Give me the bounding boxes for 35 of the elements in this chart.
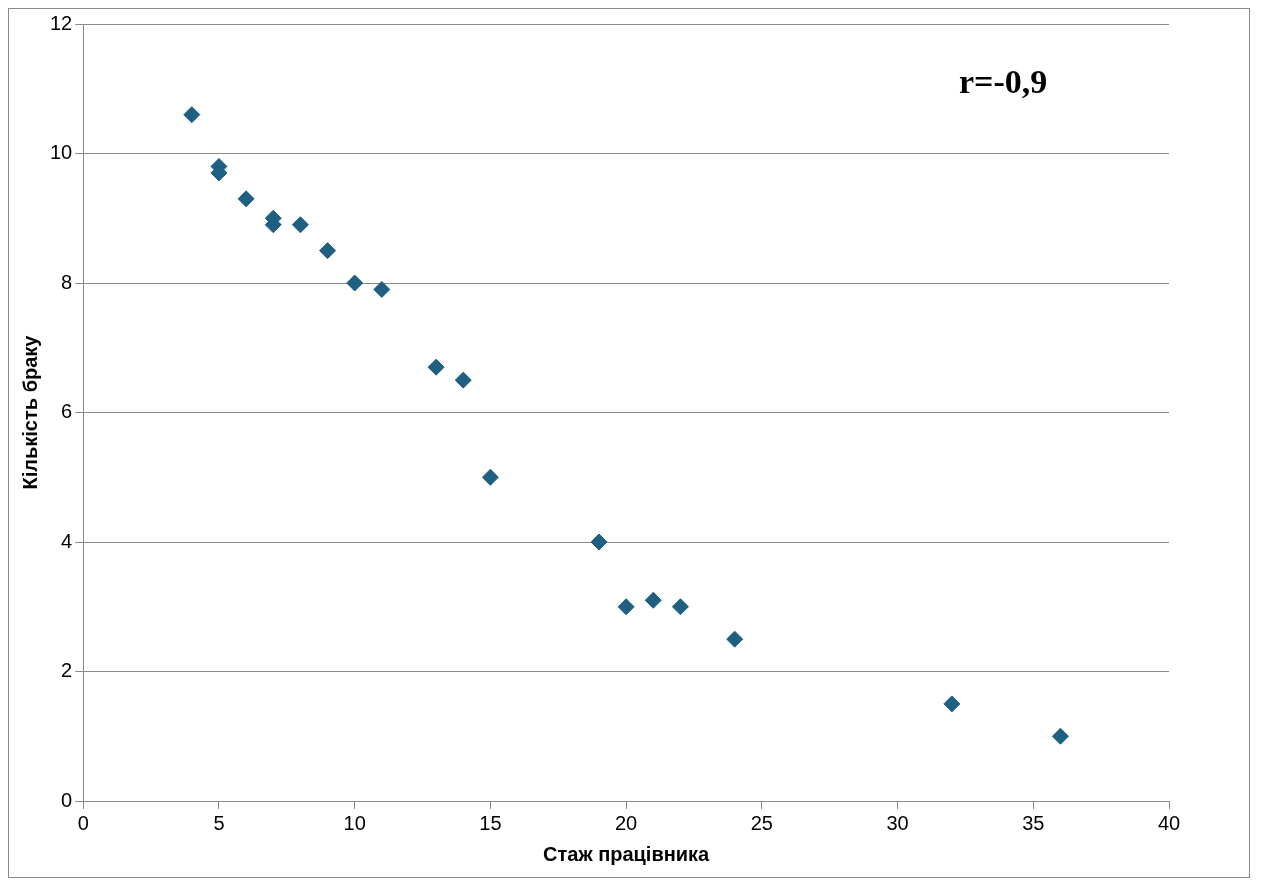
x-tick-label: 25 — [750, 811, 773, 834]
x-tick-label: 30 — [886, 811, 909, 834]
y-tick-label: 4 — [61, 529, 73, 552]
y-tick-label: 12 — [50, 11, 73, 34]
y-tick-label: 0 — [61, 788, 73, 811]
point — [1051, 727, 1069, 745]
x-tick-label: 35 — [1022, 811, 1045, 834]
point — [590, 533, 608, 551]
y-tick-label: 8 — [61, 270, 73, 293]
y-tick-label: 6 — [61, 400, 73, 423]
annotation: r=-0,9 — [959, 62, 1048, 100]
point — [454, 371, 472, 389]
point — [943, 695, 961, 713]
point — [427, 358, 445, 376]
x-tick-label: 10 — [343, 811, 366, 834]
point — [346, 274, 364, 292]
y-tick-label: 10 — [50, 141, 73, 164]
x-tick-label: 20 — [615, 811, 638, 834]
y-axis-title: Кількість браку — [18, 334, 41, 490]
point — [617, 598, 635, 616]
point — [183, 106, 201, 124]
x-tick-label: 0 — [77, 811, 89, 834]
x-tick-label: 5 — [213, 811, 225, 834]
point — [319, 242, 337, 260]
point — [644, 591, 662, 609]
point — [373, 280, 391, 298]
x-tick-label: 15 — [479, 811, 502, 834]
point — [237, 190, 255, 208]
point — [726, 630, 744, 648]
x-tick-label: 40 — [1157, 811, 1181, 834]
point — [291, 216, 309, 234]
x-axis-title: Стаж працівника — [543, 842, 711, 865]
point — [671, 598, 689, 616]
point — [481, 468, 499, 486]
y-tick-label: 2 — [61, 659, 73, 682]
